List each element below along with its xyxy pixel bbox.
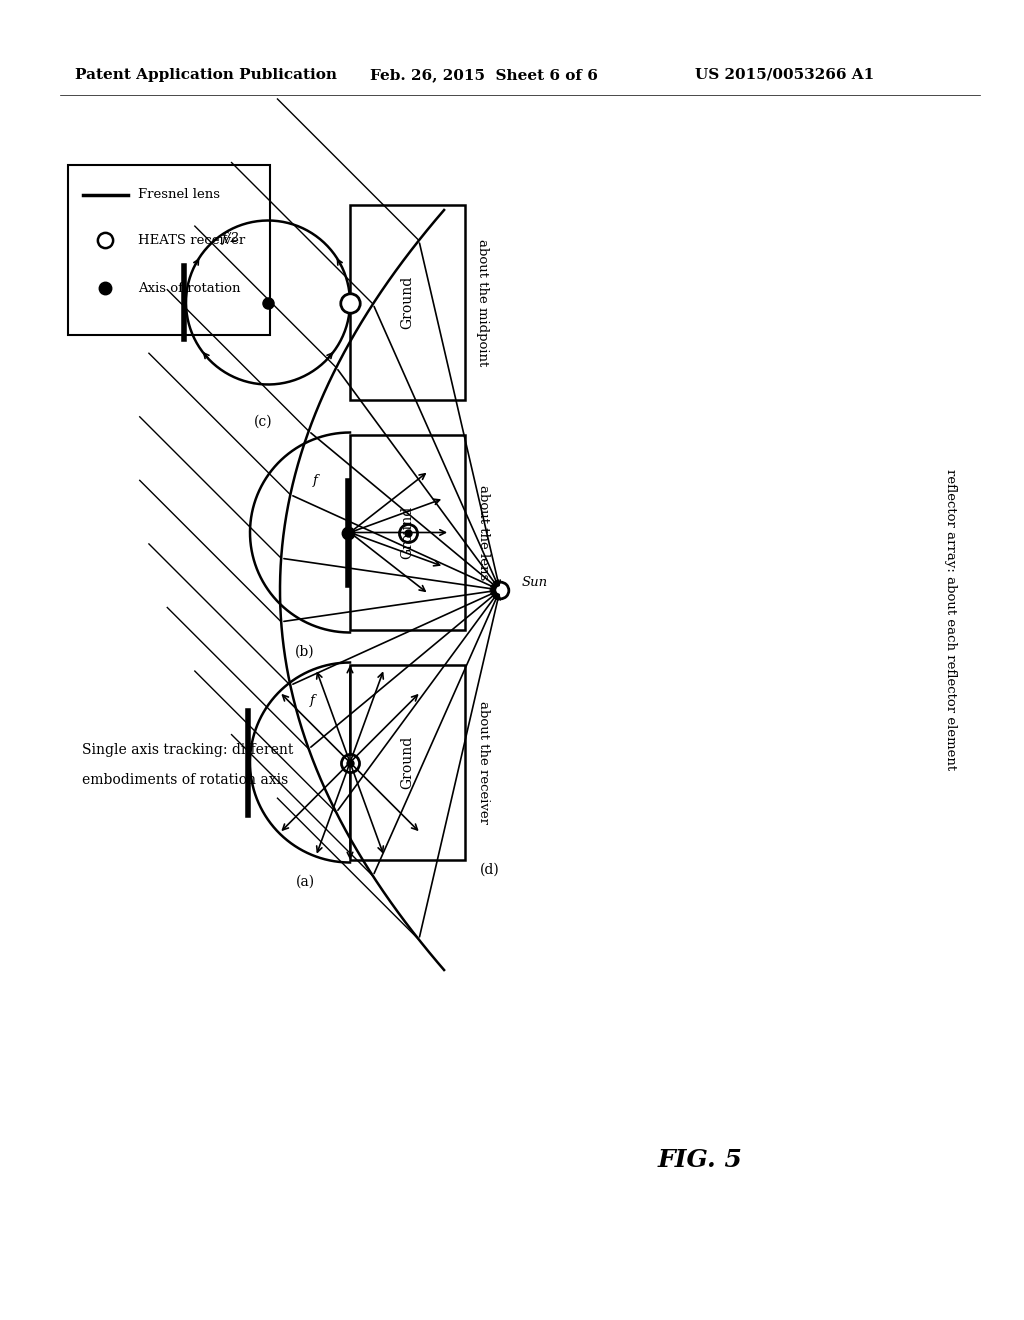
Text: about the midpoint: about the midpoint (476, 239, 489, 366)
Text: f/2: f/2 (222, 232, 240, 246)
Text: Sun: Sun (522, 576, 548, 589)
Bar (68, 165, 270, 335)
Text: Feb. 26, 2015  Sheet 6 of 6: Feb. 26, 2015 Sheet 6 of 6 (370, 69, 598, 82)
Text: embodiments of rotation axis: embodiments of rotation axis (82, 774, 288, 787)
Text: (a): (a) (296, 875, 314, 888)
Bar (350, 205, 465, 400)
Text: f: f (312, 474, 317, 487)
Text: Patent Application Publication: Patent Application Publication (75, 69, 337, 82)
Text: Ground: Ground (400, 735, 415, 789)
Text: FIG. 5: FIG. 5 (657, 1148, 742, 1172)
Text: reflector array: about each reflector element: reflector array: about each reflector el… (943, 470, 956, 771)
Text: f: f (309, 694, 314, 708)
Bar (350, 436, 465, 630)
Text: (c): (c) (254, 414, 272, 429)
Text: Ground: Ground (400, 276, 415, 329)
Text: about the receiver: about the receiver (476, 701, 489, 824)
Text: (d): (d) (480, 863, 500, 876)
Text: Axis of rotation: Axis of rotation (138, 281, 241, 294)
Text: (b): (b) (295, 645, 314, 659)
Text: Single axis tracking: different: Single axis tracking: different (82, 743, 293, 756)
Text: Ground: Ground (400, 506, 415, 560)
Text: HEATS receiver: HEATS receiver (138, 234, 246, 247)
Text: Fresnel lens: Fresnel lens (138, 189, 220, 202)
Bar (350, 665, 465, 861)
Text: about the lens: about the lens (476, 484, 489, 579)
Text: US 2015/0053266 A1: US 2015/0053266 A1 (695, 69, 874, 82)
